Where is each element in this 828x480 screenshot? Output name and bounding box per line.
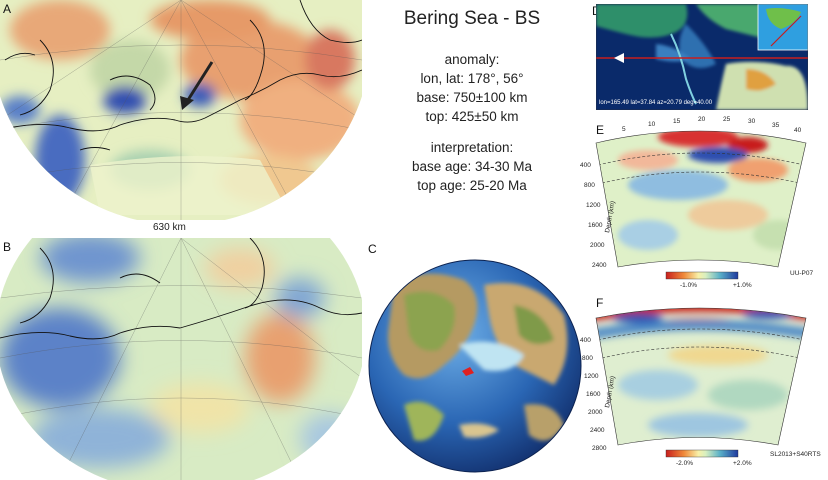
map-b-svg — [0, 238, 362, 480]
tick-e-top: 10 — [648, 121, 656, 128]
map-panel-a — [0, 0, 362, 220]
base-age: base age: 34-30 Ma — [411, 159, 533, 174]
anomaly-heading: anomaly: — [444, 52, 500, 67]
region-title: Bering Sea - BS — [403, 8, 541, 29]
tick-e-depth: 2400 — [592, 262, 607, 269]
map-a-svg — [0, 0, 362, 220]
tick-f-depth: 800 — [582, 355, 593, 362]
panel-letter-c: C — [368, 242, 377, 256]
anomaly-base: base: 750±100 km — [416, 90, 528, 105]
map-panel-b — [0, 238, 362, 480]
tick-f-depth: 2800 — [592, 445, 607, 452]
anomaly-info: Bering Sea - BS anomaly: lon, lat: 178°,… — [392, 8, 552, 195]
tick-e-depth: 800 — [584, 182, 595, 189]
colorbar-e-min: -1.0% — [680, 282, 697, 289]
section-f-depth-ticks: 400 800 1200 1600 2000 2400 2800 — [580, 337, 607, 452]
colorbar-e — [665, 271, 739, 280]
scale-bar-label: 630 km — [153, 222, 186, 233]
location-map-d: lon=165.49 lat=37.84 az=20.79 deg=40.00 — [596, 4, 808, 110]
panel-letter-f: F — [596, 296, 604, 310]
tick-e-top: 20 — [698, 116, 706, 123]
tick-e-top: 35 — [772, 122, 780, 129]
model-name-f: SL2013+S40RTS — [770, 451, 821, 458]
tick-e-depth: 2000 — [590, 242, 605, 249]
top-age: top age: 25-20 Ma — [417, 178, 527, 193]
reconstruction-globe — [368, 259, 582, 473]
colorbar-f-max: +2.0% — [733, 460, 752, 467]
section-e: 5 10 15 20 25 30 35 40 400 800 1200 1600… — [580, 116, 814, 289]
tick-e-depth: 400 — [580, 162, 591, 169]
colorbar-e-max: +1.0% — [733, 282, 752, 289]
tick-e-top: 15 — [673, 118, 681, 125]
anomaly-top: top: 425±50 km — [425, 109, 519, 124]
tick-f-depth: 1200 — [584, 373, 599, 380]
section-e-top-ticks: 5 10 15 20 25 30 35 40 — [622, 116, 802, 134]
model-name-e: UU-P07 — [790, 270, 814, 277]
tick-e-top: 5 — [622, 126, 626, 133]
tick-f-depth: 2400 — [590, 427, 605, 434]
anomaly-marker-globe — [462, 367, 474, 376]
anomaly-lonlat: lon, lat: 178°, 56° — [420, 71, 524, 86]
section-f: 400 800 1200 1600 2000 2400 2800 Depth (… — [580, 307, 821, 467]
interpretation-heading: interpretation: — [430, 140, 514, 155]
profile-start-marker — [614, 53, 624, 63]
panel-letter-a: A — [3, 2, 12, 16]
tick-e-top: 40 — [794, 127, 802, 134]
location-map-caption: lon=165.49 lat=37.84 az=20.79 deg=40.00 — [599, 100, 713, 106]
tick-f-depth: 2000 — [588, 409, 603, 416]
tick-e-depth: 1600 — [588, 222, 603, 229]
colorbar-f — [665, 449, 739, 458]
section-e-depth-ticks: 400 800 1200 1600 2000 2400 — [580, 162, 607, 269]
panel-letter-b: B — [3, 240, 12, 254]
tick-e-top: 25 — [723, 116, 731, 123]
tick-e-depth: 1200 — [586, 202, 601, 209]
tick-f-depth: 400 — [580, 337, 591, 344]
tick-e-top: 30 — [748, 118, 756, 125]
panel-letter-e: E — [596, 123, 605, 137]
tick-f-depth: 1600 — [586, 391, 601, 398]
colorbar-f-min: -2.0% — [676, 460, 693, 467]
